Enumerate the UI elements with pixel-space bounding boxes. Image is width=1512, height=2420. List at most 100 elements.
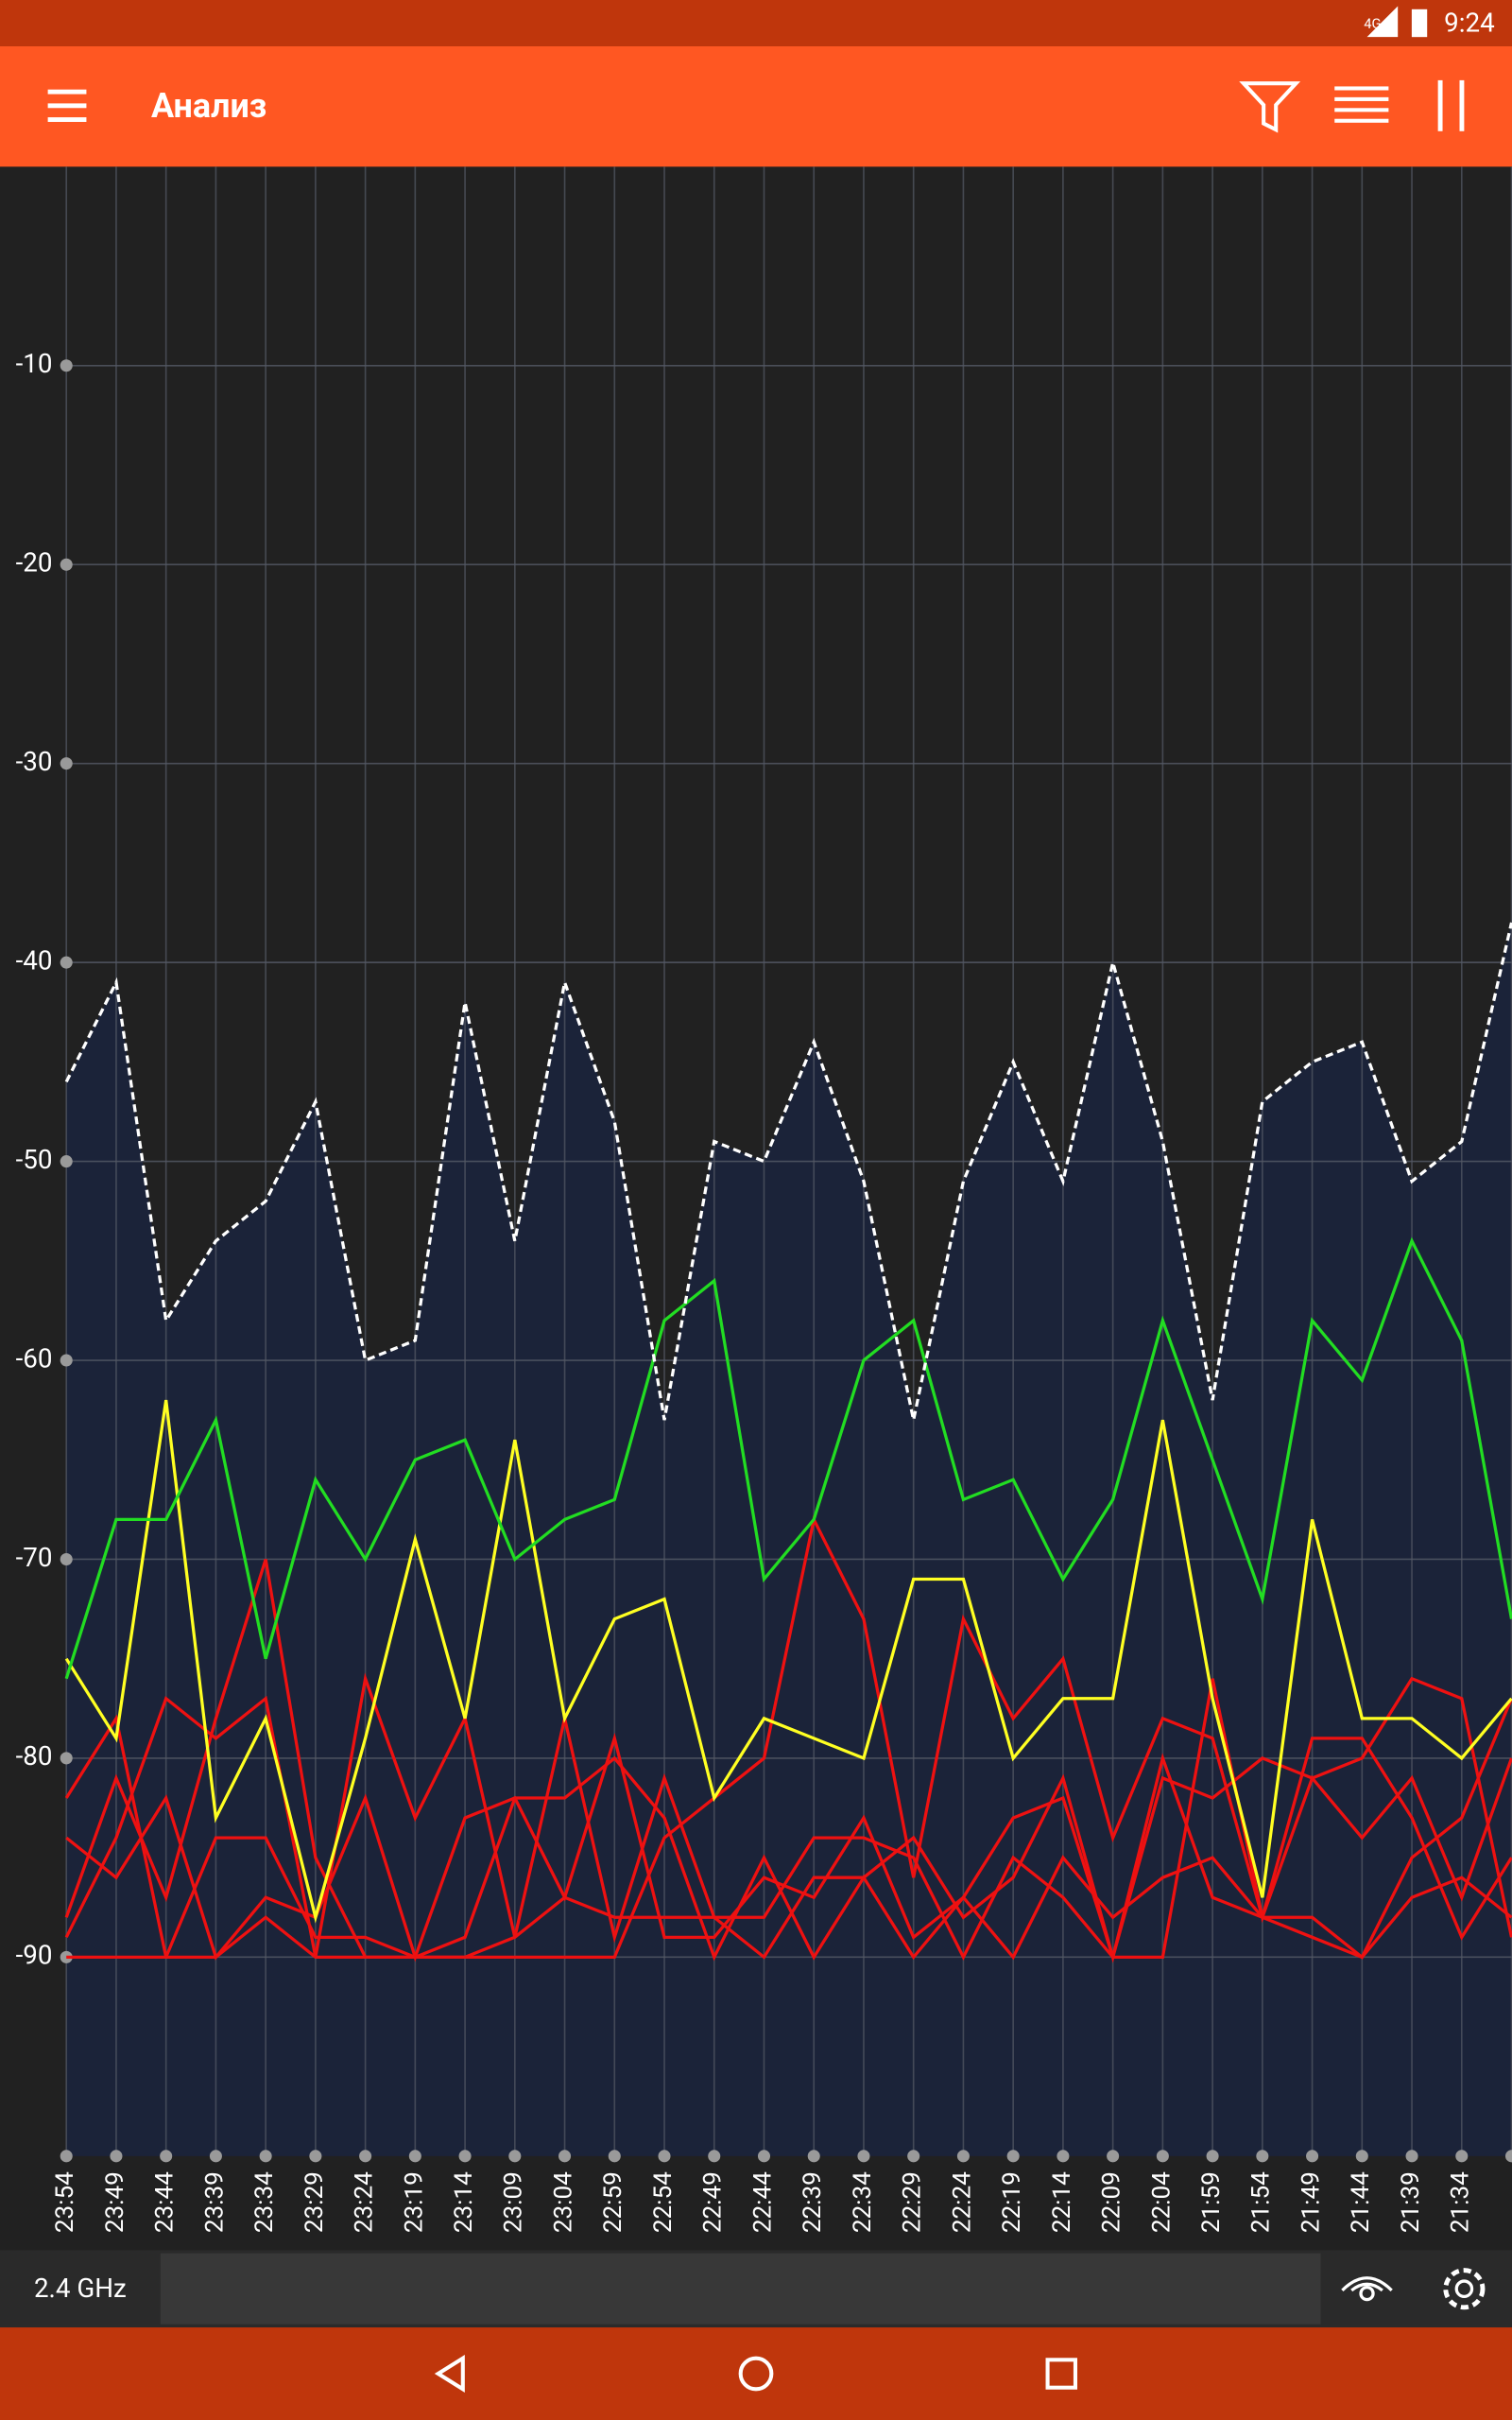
bottom-bar-field	[160, 2253, 1321, 2325]
y-tick-dot	[60, 1155, 73, 1168]
x-tick-label: 23:24	[351, 2171, 379, 2233]
series-line	[64, 1558, 1512, 1962]
x-tick-dot	[956, 2150, 970, 2163]
x-tick-label: 23:49	[101, 2171, 129, 2233]
x-tick-dot	[757, 2150, 771, 2163]
y-tick-dot	[60, 1552, 73, 1565]
x-tick-dot	[309, 2150, 322, 2163]
battery-icon	[1411, 9, 1428, 38]
signal-icon	[1366, 6, 1399, 38]
band-selector[interactable]: 2.4 GHz	[34, 2273, 127, 2304]
x-tick-dot	[1156, 2150, 1169, 2163]
y-tick-dot	[60, 956, 73, 969]
x-tick-label: 22:59	[599, 2171, 627, 2233]
x-tick-label: 22:09	[1098, 2171, 1126, 2233]
visibility-button[interactable]	[1341, 2276, 1393, 2292]
y-tick-dot	[60, 757, 73, 770]
x-tick-label: 21:34	[1447, 2171, 1475, 2233]
x-tick-label: 22:24	[948, 2171, 976, 2233]
x-tick-dot	[458, 2150, 472, 2163]
x-tick-dot	[857, 2150, 870, 2163]
x-tick-dot	[1057, 2150, 1070, 2163]
back-button[interactable]	[434, 2355, 465, 2394]
x-tick-label: 23:34	[250, 2171, 279, 2233]
x-tick-label: 23:54	[51, 2171, 79, 2233]
x-tick-label: 21:44	[1347, 2171, 1375, 2233]
x-tick-dot	[408, 2150, 421, 2163]
x-tick-label: 21:54	[1247, 2171, 1276, 2233]
x-tick-label: 23:39	[200, 2171, 229, 2233]
x-tick-dot	[1306, 2150, 1319, 2163]
x-tick-dot	[708, 2150, 721, 2163]
series-line	[64, 1672, 1512, 1963]
x-tick-label: 22:34	[849, 2171, 877, 2233]
x-tick-dot	[1355, 2150, 1368, 2163]
x-tick-label: 22:14	[1048, 2171, 1076, 2233]
x-tick-dot	[1107, 2150, 1120, 2163]
nav-bar	[0, 2327, 1512, 2420]
y-tick-label: -10	[16, 348, 53, 379]
menu-button[interactable]	[47, 89, 87, 122]
pause-button[interactable]	[1437, 79, 1465, 131]
y-tick-dot	[60, 1354, 73, 1367]
filter-button[interactable]	[1239, 81, 1301, 133]
x-tick-dot	[1206, 2150, 1219, 2163]
y-tick-dot	[60, 359, 73, 372]
x-tick-label: 22:19	[998, 2171, 1026, 2233]
home-button[interactable]	[738, 2356, 774, 2392]
y-tick-label: -90	[16, 1940, 53, 1971]
x-tick-label: 22:39	[799, 2171, 827, 2233]
x-tick-label: 21:39	[1397, 2171, 1425, 2233]
series-line	[64, 1399, 1512, 1924]
x-tick-dot	[259, 2150, 272, 2163]
x-tick-dot	[1006, 2150, 1020, 2163]
recents-button[interactable]	[1045, 2358, 1077, 2390]
x-tick-label: 23:29	[301, 2171, 329, 2233]
x-tick-label: 23:09	[500, 2171, 528, 2233]
y-tick-label: -40	[16, 944, 53, 976]
x-tick-dot	[658, 2150, 671, 2163]
x-tick-dot	[209, 2150, 222, 2163]
x-tick-dot	[508, 2150, 522, 2163]
area	[66, 923, 1512, 2156]
plot: -10 -20 -30 -40 -50 -60 -70 -80 -90 23:54 23:49 23:…	[16, 166, 1512, 2233]
y-tick-label: -50	[16, 1144, 53, 1175]
settings-icon-center	[1454, 2279, 1474, 2299]
x-tick-dot	[807, 2150, 820, 2163]
x-tick-dot	[60, 2150, 73, 2163]
list-button[interactable]	[1334, 86, 1389, 123]
x-tick-dot	[110, 2150, 123, 2163]
x-tick-label: 23:14	[450, 2171, 478, 2233]
settings-button[interactable]	[1443, 2268, 1486, 2310]
x-tick-dot	[1256, 2150, 1269, 2163]
x-tick-label: 23:19	[400, 2171, 428, 2233]
x-tick-label: 23:04	[549, 2171, 577, 2233]
x-tick-label: 22:49	[699, 2171, 728, 2233]
x-tick-label: 22:29	[899, 2171, 927, 2233]
x-tick-label: 22:44	[748, 2171, 777, 2233]
x-tick-label: 22:54	[649, 2171, 678, 2233]
x-tick-label: 21:59	[1197, 2171, 1226, 2233]
y-tick-label: -80	[16, 1740, 53, 1772]
x-tick-label: 21:49	[1297, 2171, 1325, 2233]
series-line	[64, 1514, 1512, 1960]
x-tick-dot	[558, 2150, 572, 2163]
x-tick-dot	[1405, 2150, 1418, 2163]
x-tick-dot	[1504, 2150, 1512, 2163]
x-tick-dot	[907, 2150, 920, 2163]
series-line	[64, 1236, 1512, 1680]
series-line	[64, 922, 1512, 1421]
y-tick-label: -20	[16, 547, 53, 579]
x-tick-dot	[1455, 2150, 1469, 2163]
x-tick-label: 23:44	[151, 2171, 180, 2233]
toolbar-title: Анализ	[151, 86, 266, 126]
visibility-icon-pupil	[1359, 2285, 1375, 2302]
y-tick-dot	[60, 558, 73, 571]
y-tick-label: -70	[16, 1542, 53, 1573]
clock: 9:24	[1444, 7, 1495, 38]
x-tick-dot	[608, 2150, 621, 2163]
x-tick-dot	[359, 2150, 372, 2163]
x-tick-label: 22:04	[1147, 2171, 1176, 2233]
